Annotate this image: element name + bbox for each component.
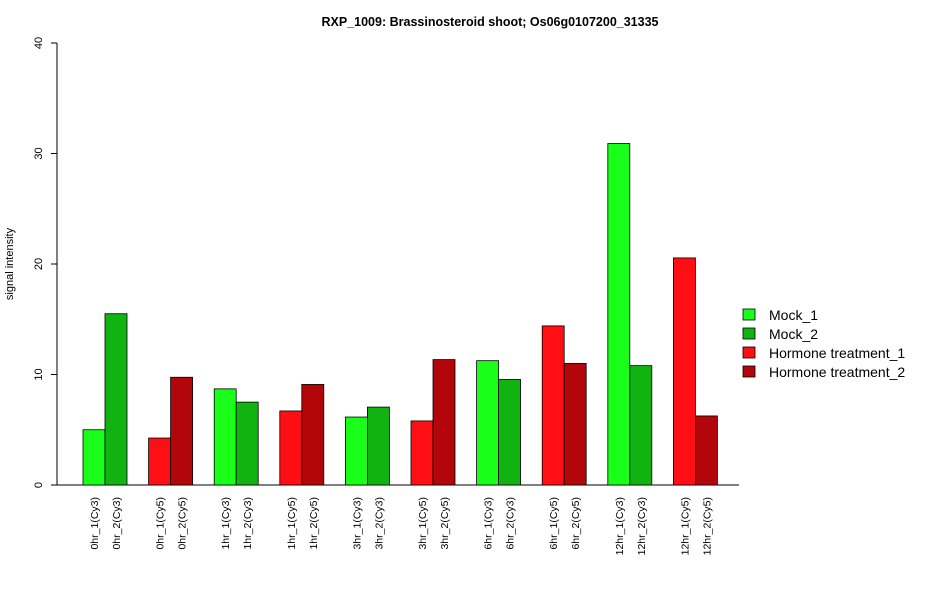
x-tick-label: 6hr_1(Cy5) [548, 497, 560, 550]
bar [629, 365, 653, 486]
x-tick-label: 1hr_2(Cy3) [242, 497, 254, 550]
bar [344, 416, 368, 486]
x-tick-label: 6hr_2(Cy5) [570, 497, 582, 550]
y-tick-label: 0 [33, 482, 45, 488]
bar [673, 257, 696, 486]
x-tick-label: 1hr_1(Cy3) [220, 497, 232, 550]
bars [82, 143, 718, 486]
bar [541, 325, 565, 486]
bar [104, 313, 128, 486]
legend: Mock_1 Mock_2 Hormone treatment_1 Hormone t… [742, 307, 905, 380]
bar [213, 388, 237, 486]
x-tick-label: 3hr_2(Cy3) [373, 497, 385, 550]
legend-label: Hormone treatment_2 [769, 364, 905, 380]
bar [410, 420, 434, 486]
y-tick-label: 20 [33, 258, 45, 270]
y-tick-label: 40 [33, 37, 45, 49]
x-tick-label: 12hr_2(Cy5) [701, 497, 713, 555]
bar [279, 410, 303, 486]
x-tick-label: 12hr_2(Cy3) [636, 497, 648, 555]
x-tick-label: 0hr_1(Cy3) [89, 497, 101, 550]
bar [607, 143, 631, 486]
x-tick-label: 1hr_2(Cy5) [308, 497, 320, 550]
bar [695, 415, 718, 486]
legend-swatch [742, 327, 756, 340]
legend-swatch [742, 365, 756, 378]
legend-swatch [742, 308, 756, 321]
x-tick-label: 12hr_1(Cy3) [614, 497, 626, 555]
bar [148, 437, 172, 486]
bar [476, 360, 500, 486]
bar [498, 379, 522, 486]
y-tick-label: 30 [33, 147, 45, 159]
x-tick-labels: 0hr_1(Cy3) 0hr_2(Cy3) 0hr_1(Cy5) 0hr_2(Cy5)… [89, 497, 713, 555]
x-tick-label: 6hr_2(Cy3) [505, 497, 517, 550]
x-tick-label: 3hr_2(Cy5) [439, 497, 451, 550]
bar [563, 363, 587, 486]
x-tick-label: 0hr_1(Cy5) [155, 497, 167, 550]
x-tick-label: 3hr_1(Cy3) [351, 497, 363, 550]
y-axis-label: signal intensity [4, 227, 16, 300]
legend-label: Mock_2 [769, 326, 818, 342]
bar [170, 376, 194, 486]
chart-title: RXP_1009: Brassinosteroid shoot; Os06g01… [322, 15, 659, 29]
y-tick-label: 10 [33, 368, 45, 380]
bar [82, 429, 106, 486]
bar [366, 406, 390, 486]
bar [432, 359, 456, 486]
legend-label: Mock_1 [769, 307, 818, 323]
x-tick-label: 0hr_2(Cy3) [111, 497, 123, 550]
legend-label: Hormone treatment_1 [769, 345, 905, 361]
bar [235, 401, 259, 486]
bar [301, 384, 325, 486]
x-tick-label: 3hr_1(Cy5) [417, 497, 429, 550]
legend-swatch [742, 346, 756, 359]
y-axis: 0 10 20 30 40 [33, 37, 58, 488]
x-tick-label: 6hr_1(Cy3) [483, 497, 495, 550]
x-tick-label: 12hr_1(Cy5) [679, 497, 691, 555]
x-tick-label: 0hr_2(Cy5) [177, 497, 189, 550]
x-tick-label: 1hr_1(Cy5) [286, 497, 298, 550]
